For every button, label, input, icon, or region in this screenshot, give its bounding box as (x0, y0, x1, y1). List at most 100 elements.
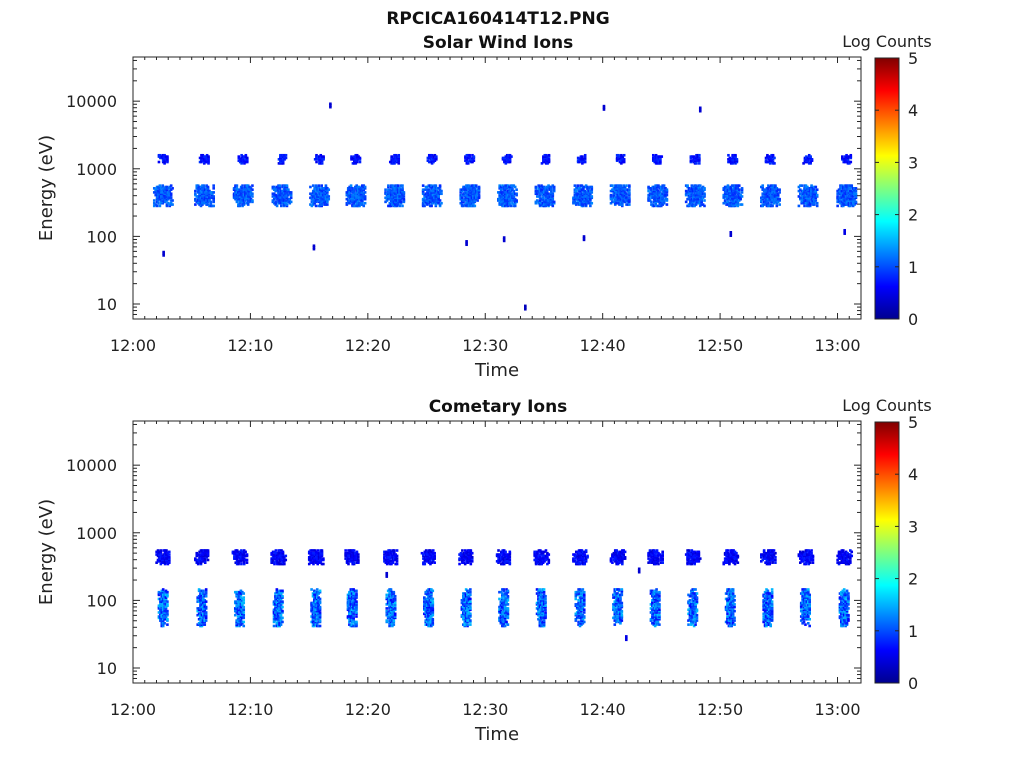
spectrogram-cell (723, 189, 727, 193)
spectrogram-cell (472, 184, 475, 187)
spectrogram-cell (424, 200, 428, 204)
spectrogram-cell (242, 554, 246, 558)
spectrogram-cell (168, 193, 172, 197)
spectrogram-cell (465, 204, 468, 208)
spectrogram-cell (241, 611, 244, 614)
spectrogram-cell (355, 555, 359, 559)
spectrogram-cell (696, 201, 699, 205)
spectrogram-cell (590, 188, 594, 191)
spectrogram-cell (164, 185, 167, 189)
spectrogram-cell (164, 607, 168, 610)
spectrogram-cell (398, 199, 401, 202)
spectrogram-cell (241, 615, 244, 618)
spectrogram-cell (772, 197, 776, 201)
plot-background (133, 421, 861, 683)
spectrogram-cell (844, 201, 848, 205)
spectrogram-cell (843, 158, 847, 161)
spectrogram-cell (550, 192, 553, 196)
spectrogram-cell (810, 184, 813, 187)
spectrogram-cell (694, 187, 698, 190)
spectrogram-cell (427, 601, 430, 605)
spectrogram-cell (351, 553, 354, 556)
spectrogram-cell (349, 616, 353, 620)
spectrogram-cell (466, 554, 470, 558)
spectrogram-cell (346, 201, 350, 205)
spectrogram-cell (472, 200, 475, 204)
spectrogram-cell (388, 599, 391, 602)
spectrogram-cell (195, 184, 199, 187)
spectrogram-cell (356, 193, 360, 197)
spectrogram-cell (662, 200, 666, 204)
spectrogram-cell (388, 193, 392, 197)
spectrogram-cell (315, 609, 319, 613)
spectrogram-cell (540, 188, 543, 191)
spectrogram-cell (726, 191, 730, 194)
spectrogram-cell (462, 553, 466, 556)
spectrogram-cell (613, 197, 617, 201)
spectrogram-cell (324, 185, 328, 189)
spectrogram-cell (316, 189, 319, 193)
spectrogram-cell (270, 560, 273, 563)
spectrogram-cell (737, 195, 741, 198)
spectrogram-cell (278, 193, 282, 197)
spectrogram-cell (287, 189, 290, 193)
spectrogram-cell (804, 192, 808, 196)
spectrogram-cell (659, 192, 663, 196)
spectrogram-cell (803, 160, 807, 164)
spectrogram-cell (611, 197, 614, 201)
spectrogram-cell (284, 184, 287, 187)
spectrogram-cell (350, 616, 354, 620)
spectrogram-cell (428, 589, 432, 593)
spectrogram-cell (583, 160, 587, 164)
spectrogram-cell (396, 203, 400, 206)
spectrogram-cell (314, 199, 318, 202)
spectrogram-cell (427, 189, 431, 193)
spectrogram-cell (687, 196, 691, 200)
spectrogram-cell (806, 195, 809, 198)
spectrogram-cell (313, 199, 316, 202)
spectrogram-cell (580, 204, 584, 208)
spectrogram-cell (160, 189, 163, 193)
spectrogram-cell (470, 185, 474, 189)
spectrogram-cell (274, 599, 277, 602)
spectrogram-cell (736, 200, 740, 204)
spectrogram-cell (284, 554, 288, 558)
spectrogram-cell (315, 599, 319, 602)
spectrogram-cell (236, 605, 240, 609)
spectrogram-cell (537, 201, 540, 205)
spectrogram-cell (541, 196, 545, 200)
spectrogram-cell (318, 197, 322, 201)
spectrogram-cell (505, 192, 509, 196)
spectrogram-cell (733, 200, 737, 204)
spectrogram-cell (613, 185, 617, 189)
spectrogram-cell (402, 191, 406, 194)
spectrogram-cell (309, 203, 312, 206)
spectrogram-cell (197, 607, 201, 610)
spectrogram-cell (356, 191, 360, 194)
spectrogram-cell (427, 188, 431, 191)
spectrogram-cell (203, 608, 207, 612)
spectrogram-cell (158, 193, 162, 197)
spectrogram-cell (276, 599, 280, 602)
cometary-ions-panel: Cometary Ions 12:00 12:10 12:20 12:30 12:40 1… (36, 396, 932, 745)
spectrogram-cell (235, 554, 239, 558)
spectrogram-cell (323, 201, 326, 205)
spectrogram-cell (850, 195, 854, 198)
spectrogram-cell (395, 199, 399, 202)
spectrogram-cell (548, 200, 552, 204)
spectrogram-cell (542, 156, 545, 160)
spectrogram-cell (538, 189, 542, 193)
spectrogram-cell (240, 551, 243, 555)
spectrogram-cell (767, 201, 770, 205)
spectrogram-cell (609, 197, 613, 201)
spectrogram-cell (160, 617, 164, 621)
spectrogram-cell (813, 200, 816, 204)
spectrogram-cell (232, 193, 236, 197)
spectrogram-cell (160, 590, 164, 594)
spectrogram-cell (508, 160, 512, 164)
spectrogram-cell (272, 612, 276, 616)
spectrogram-cell (196, 613, 200, 617)
spectrogram-cell (281, 158, 285, 161)
spectrogram-cell (238, 611, 241, 614)
spectrogram-cell (810, 191, 813, 194)
